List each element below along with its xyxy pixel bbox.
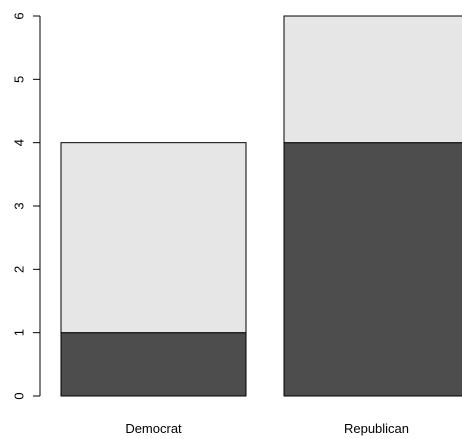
bars [60,15,462,397]
y-tick-label: 0 [12,392,27,399]
bar-segment-democrat-2 [60,142,247,334]
bar-segment-democrat-1 [60,332,247,397]
y-tick-label: 2 [12,266,27,273]
bar-segment-republican-2 [283,15,462,144]
y-axis: 0 1 2 3 4 5 6 [12,12,41,400]
x-axis-labels: Democrat Republican [125,421,409,436]
bar-segment-republican-1 [283,142,462,397]
x-category-label: Republican [344,421,409,436]
x-category-label: Democrat [125,421,182,436]
y-tick-label: 3 [12,202,27,209]
y-tick-label: 6 [12,12,27,19]
y-tick-label: 5 [12,76,27,83]
y-tick-label: 4 [12,139,27,146]
y-tick-label: 1 [12,329,27,336]
